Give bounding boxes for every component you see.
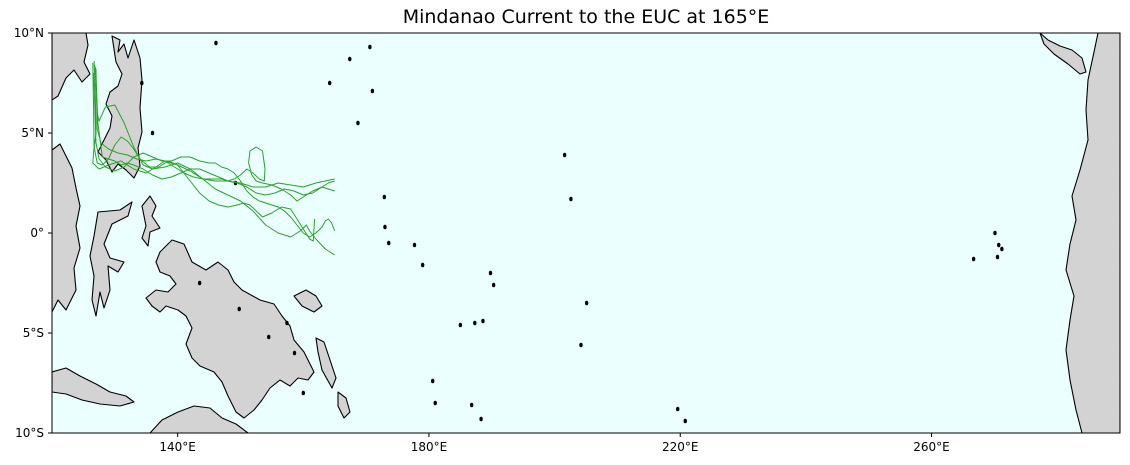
small-island [348, 56, 352, 62]
small-island [562, 152, 567, 158]
small-island [140, 80, 144, 86]
x-tick-label: 220°E [662, 440, 699, 454]
small-island [676, 406, 680, 412]
y-tick-label: 10°N [14, 26, 44, 40]
land-australia-north [149, 405, 249, 433]
small-island [370, 88, 375, 94]
x-axis: 140°E 180°E 220°E 260°E [159, 433, 950, 454]
land-mindanao [97, 35, 143, 179]
x-tick-label: 180°E [411, 440, 448, 454]
small-island [579, 342, 583, 348]
small-island [237, 306, 241, 312]
small-island [584, 300, 589, 306]
small-island [993, 230, 997, 236]
small-island [214, 40, 218, 46]
small-island [197, 280, 202, 286]
small-island [469, 402, 474, 408]
small-island [150, 130, 155, 136]
land-sulawesi [89, 201, 133, 317]
small-island [683, 418, 687, 424]
small-island [387, 240, 391, 246]
map-title: Mindanao Current to the EUC at 165°E [402, 6, 770, 28]
small-island [473, 320, 477, 326]
y-axis: 10°N 5°N 0° 5°S 10°S [14, 26, 52, 440]
small-island [458, 322, 463, 328]
small-island [1000, 246, 1004, 252]
land-borneo [52, 143, 81, 313]
small-island [327, 80, 332, 86]
small-island [479, 416, 483, 422]
small-island [292, 350, 297, 356]
small-island [382, 194, 387, 200]
small-island [491, 282, 496, 288]
small-island [383, 224, 387, 230]
land-philippines-north [52, 33, 91, 101]
trajectory-line-6 [92, 62, 335, 196]
land-timor [52, 367, 135, 407]
small-island [285, 320, 289, 326]
small-island [368, 44, 372, 50]
land-new-britain [293, 289, 323, 313]
ocean-background [52, 33, 1120, 433]
small-island [356, 120, 360, 126]
small-island [412, 242, 417, 248]
x-tick-label: 140°E [159, 440, 196, 454]
small-island [997, 242, 1001, 248]
small-island [301, 390, 305, 396]
small-island [433, 400, 437, 406]
land-solomon-islands-south [337, 391, 351, 419]
small-island [971, 256, 976, 262]
y-tick-label: 5°S [23, 326, 44, 340]
trajectory-layer [92, 60, 336, 256]
y-tick-label: 0° [30, 226, 44, 240]
trajectory-line-3 [94, 66, 316, 242]
small-island [420, 262, 425, 268]
small-island [569, 196, 573, 202]
small-island [488, 270, 493, 276]
land-layer [52, 33, 1120, 433]
y-tick-label: 5°N [21, 126, 44, 140]
small-island [481, 318, 485, 324]
y-tick-label: 10°S [15, 426, 44, 440]
land-central-america-edge [1039, 33, 1087, 75]
land-new-guinea [145, 239, 315, 419]
x-tick-label: 260°E [913, 440, 950, 454]
trajectory-line-1 [92, 60, 335, 188]
small-islands [140, 40, 1004, 424]
land-south-america [1065, 33, 1120, 433]
trajectory-line-5 [93, 72, 336, 238]
small-island [431, 378, 435, 384]
small-island [995, 254, 1000, 260]
small-island [267, 334, 271, 340]
land-solomon-islands [315, 337, 337, 389]
land-halmahera [141, 195, 161, 247]
